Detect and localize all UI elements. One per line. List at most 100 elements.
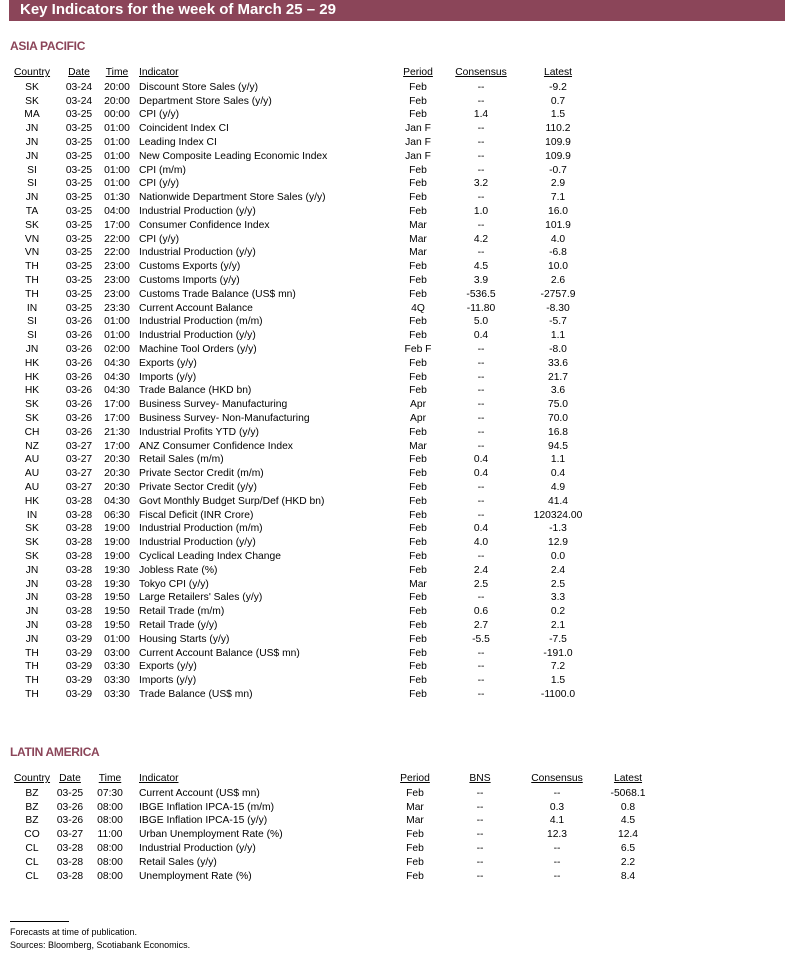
cell-date: 03-28 <box>65 523 93 535</box>
cell-country: IN <box>26 302 38 314</box>
cell-latest: -2757.9 <box>540 288 576 300</box>
cell-consensus: -- <box>477 95 485 107</box>
cell-period: Feb <box>409 564 427 576</box>
cell-period: Mar <box>406 815 424 827</box>
cell-date: 03-29 <box>65 633 93 645</box>
column-header-latest: Latest <box>543 67 573 78</box>
cell-country: JN <box>25 123 39 135</box>
cell-consensus: 3.9 <box>473 275 489 286</box>
cell-date: 03-26 <box>65 330 93 342</box>
cell-latest: 4.9 <box>550 482 566 493</box>
cell-indicator: Discount Store Sales (y/y) <box>139 81 259 93</box>
cell-latest: 1.1 <box>550 330 566 342</box>
table-row: SI 03-25 01:00 CPI (y/y) Feb 3.2 2.9 <box>0 178 785 192</box>
column-header-country: Country <box>13 773 51 784</box>
cell-indicator: Private Sector Credit (y/y) <box>139 482 257 493</box>
cell-date: 03-25 <box>65 137 93 148</box>
cell-latest: 109.9 <box>545 150 571 162</box>
cell-country: JN <box>25 620 39 631</box>
cell-date: 03-25 <box>65 192 93 204</box>
cell-period: Feb <box>409 385 427 397</box>
cell-period: 4Q <box>411 302 425 314</box>
cell-time: 01:00 <box>104 164 130 176</box>
cell-indicator: Nationwide Department Store Sales (y/y) <box>139 192 326 204</box>
cell-latest: -6.8 <box>549 247 567 259</box>
cell-indicator: ANZ Consumer Confidence Index <box>139 440 293 452</box>
cell-indicator: Retail Trade (y/y) <box>139 620 218 631</box>
cell-time: 19:50 <box>104 620 130 631</box>
column-header-date: Date <box>59 773 81 784</box>
cell-period: Feb <box>409 206 427 217</box>
cell-consensus: 3.2 <box>473 178 489 190</box>
table-row: JN 03-25 01:00 New Composite Leading Econom… <box>0 151 785 165</box>
cell-date: 03-25 <box>65 164 93 176</box>
cell-indicator: Trade Balance (HKD bn) <box>139 385 252 397</box>
cell-country: AU <box>24 468 40 480</box>
cell-latest: 10.0 <box>547 261 569 273</box>
cell-period: Feb <box>406 829 424 841</box>
cell-latest: -5.7 <box>549 316 567 328</box>
cell-consensus: -- <box>477 219 485 231</box>
cell-indicator: Industrial Production (m/m) <box>139 316 263 328</box>
cell-period: Mar <box>409 233 427 245</box>
cell-indicator: Industrial Profits YTD (y/y) <box>139 426 259 438</box>
cell-consensus: -- <box>553 843 561 854</box>
cell-time: 17:00 <box>104 440 130 452</box>
table-row: SK 03-26 17:00 Business Survey- Non-Manufac… <box>0 413 785 427</box>
cell-time: 01:00 <box>104 633 130 645</box>
cell-latest: 21.7 <box>547 371 569 383</box>
cell-country: JN <box>25 633 39 645</box>
cell-time: 04:30 <box>104 371 130 383</box>
cell-period: Feb <box>409 495 427 507</box>
cell-latest: 0.0 <box>550 551 566 562</box>
cell-date: 03-27 <box>65 468 93 480</box>
cell-latest: 41.4 <box>547 495 569 507</box>
cell-consensus: -- <box>477 482 485 493</box>
cell-country: TH <box>25 275 39 286</box>
cell-time: 23:00 <box>104 261 130 273</box>
cell-consensus: 12.3 <box>546 829 568 841</box>
table-row: BZ 03-26 08:00 IBGE Inflation IPCA-15 (y/y)… <box>0 815 785 829</box>
cell-country: JN <box>25 344 39 355</box>
table-row: VN 03-25 22:00 Industrial Production (y/y) M… <box>0 247 785 261</box>
cell-country: TH <box>25 661 39 673</box>
cell-date: 03-27 <box>65 454 93 466</box>
cell-bns: -- <box>476 801 484 813</box>
cell-consensus: -- <box>477 192 485 204</box>
cell-indicator: New Composite Leading Economic Index <box>139 150 328 162</box>
cell-latest: 120324.00 <box>533 509 583 521</box>
table-row: TH 03-29 03:30 Trade Balance (US$ mn) Feb -- -… <box>0 689 785 703</box>
cell-time: 08:00 <box>97 870 123 882</box>
column-header-indicator: Indicator <box>139 67 179 78</box>
cell-time: 08:00 <box>97 843 123 854</box>
cell-period: Feb <box>409 178 427 190</box>
cell-latest: 0.7 <box>550 95 566 107</box>
table-row: JN 03-25 01:00 Coincident Index CI Jan F -- 11… <box>0 123 785 137</box>
table-row: SK 03-28 19:00 Industrial Production (y/y) F… <box>0 537 785 551</box>
cell-bns: -- <box>476 843 484 854</box>
cell-consensus: 2.7 <box>473 620 489 631</box>
table-row: CH 03-26 21:30 Industrial Profits YTD (y/y)… <box>0 427 785 441</box>
cell-consensus: -- <box>477 81 485 93</box>
cell-period: Feb <box>409 164 427 176</box>
cell-indicator: Trade Balance (US$ mn) <box>139 689 253 700</box>
cell-time: 19:00 <box>104 537 130 549</box>
cell-period: Feb <box>409 661 427 673</box>
cell-latest: -8.30 <box>546 302 570 314</box>
cell-period: Feb <box>409 330 427 342</box>
cell-consensus: -- <box>477 399 485 411</box>
cell-country: SK <box>25 537 39 549</box>
cell-indicator: Exports (y/y) <box>139 661 197 673</box>
table-row: HK 03-26 04:30 Exports (y/y) Feb -- 33.6 <box>0 358 785 372</box>
cell-indicator: Current Account Balance (US$ mn) <box>139 647 300 659</box>
cell-date: 03-27 <box>65 482 93 493</box>
cell-consensus: -5.5 <box>472 633 490 645</box>
cell-country: BZ <box>25 815 39 827</box>
cell-indicator: Department Store Sales (y/y) <box>139 95 272 107</box>
cell-date: 03-29 <box>65 647 93 659</box>
cell-date: 03-27 <box>65 440 93 452</box>
cell-indicator: Imports (y/y) <box>139 675 197 687</box>
cell-latest: 109.9 <box>545 137 571 148</box>
cell-date: 03-26 <box>56 815 84 827</box>
cell-time: 01:00 <box>104 137 130 148</box>
